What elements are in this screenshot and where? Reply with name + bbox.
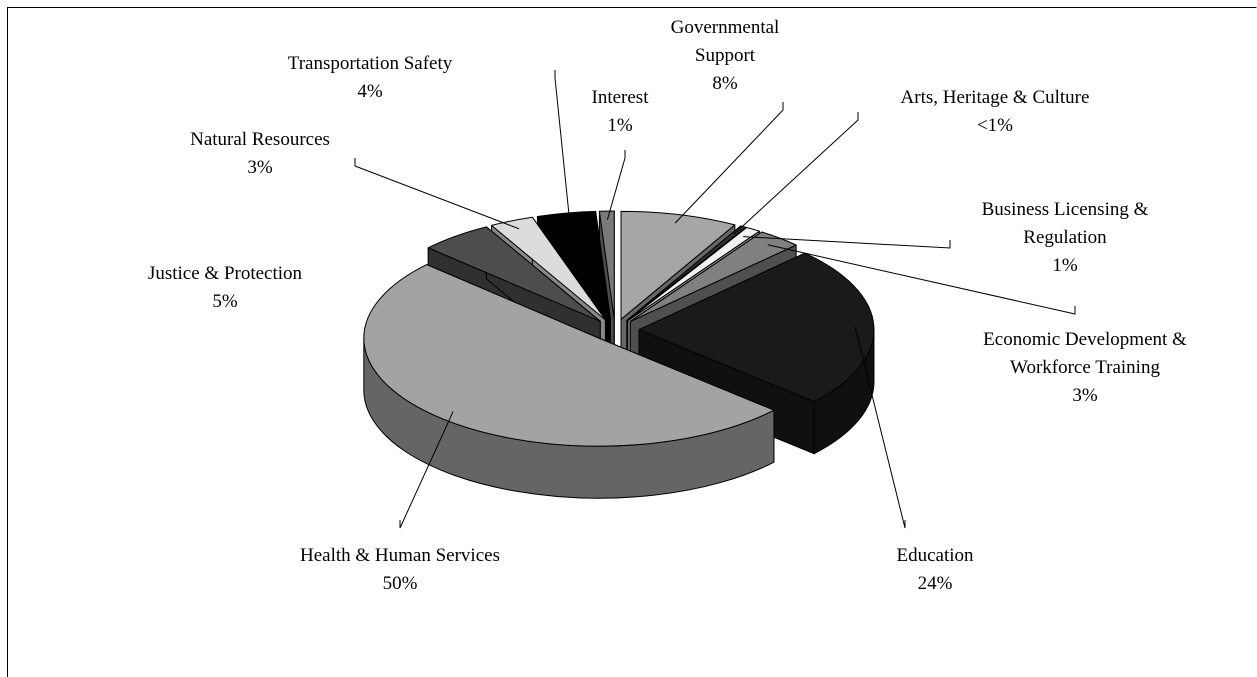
category-label: Business Licensing & Regulation [981,199,1149,248]
value-label: 1% [607,115,633,136]
slice-top [427,226,601,322]
category-label: Arts, Heritage & Culture [900,87,1090,108]
slice-top [620,210,736,320]
category-label: Transportation Safety [287,53,453,74]
leader-line [606,150,626,220]
slice-label: Justice & Protection 5% [110,260,340,316]
leader-line [733,112,859,235]
slice-label: Interest 1% [565,84,675,140]
value-label: <1% [976,115,1014,136]
value-label: 1% [1052,255,1078,276]
slice-label: Health & Human Services 50% [290,542,510,598]
slice-label: Education 24% [860,542,1010,598]
slice-top [363,264,775,447]
category-label: Governmental Support [670,17,780,66]
value-label: 3% [247,157,273,178]
leader-line [554,70,571,222]
slice-top [629,231,797,322]
leader-line [674,102,784,224]
frame [7,7,1257,677]
slice-label: Business Licensing & Regulation 1% [940,196,1190,280]
category-label: Interest [591,87,649,108]
slice-label: Natural Resources 3% [150,126,370,182]
category-label: Health & Human Services [300,545,500,566]
slice-top [626,225,747,321]
category-label: Natural Resources [190,129,330,150]
value-label: 3% [1072,385,1098,406]
slice-label: Arts, Heritage & Culture <1% [850,84,1140,140]
category-label: Justice & Protection [147,263,303,284]
slice-label: Transportation Safety 4% [270,50,470,106]
value-label: 24% [917,573,953,594]
leader-line [354,158,520,230]
category-label: Education [896,545,974,566]
slice-top [536,210,611,320]
value-label: 4% [357,81,383,102]
slice-top [598,210,615,320]
value-label: 8% [712,73,738,94]
leader-line [854,326,906,529]
value-label: 5% [212,291,238,312]
category-label: Economic Development & Workforce Trainin… [983,329,1187,378]
leader-line [399,411,454,529]
slice-top [638,252,875,403]
slice-label: Economic Development & Workforce Trainin… [955,326,1215,410]
value-label: 50% [382,573,418,594]
slice-label: Governmental Support 8% [640,14,810,98]
slice-top [627,227,760,322]
leader-line [743,236,951,249]
leader-line [767,244,1076,315]
slice-top [491,216,606,321]
